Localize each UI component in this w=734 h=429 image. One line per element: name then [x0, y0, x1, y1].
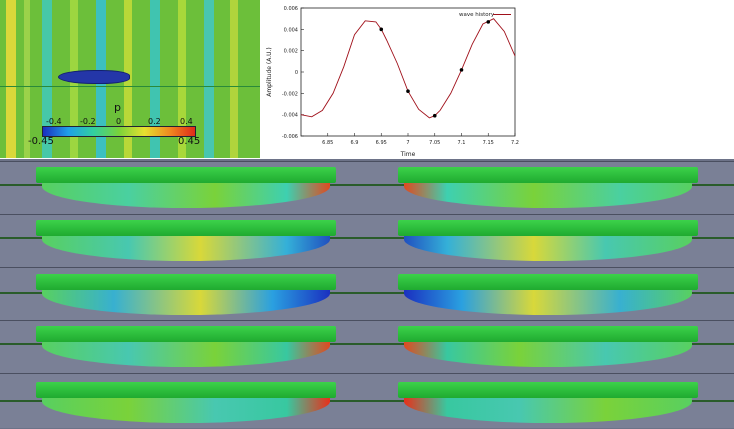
centerline	[0, 86, 260, 87]
plot-frame	[300, 7, 516, 137]
x-tick-label: 7.15	[483, 140, 494, 146]
y-tick-label: -0.004	[282, 113, 298, 119]
waterline	[0, 184, 734, 186]
hull-deck	[398, 167, 698, 183]
sample-point-marker	[406, 89, 410, 93]
field-band	[42, 0, 52, 158]
hull-deck	[36, 326, 336, 342]
hull-planform	[58, 70, 130, 84]
y-axis-label: Amplitude (A.U.)	[266, 47, 273, 97]
scale-tick: 0.4	[180, 117, 193, 126]
field-band	[204, 0, 214, 158]
hull-deck	[398, 274, 698, 290]
color-scale-bar	[42, 126, 196, 137]
field-band	[178, 0, 186, 158]
x-tick-label: 7.1	[458, 140, 466, 146]
field-band	[230, 0, 238, 158]
panel-row	[0, 373, 734, 428]
hull-side-right	[398, 220, 698, 264]
hull-side-right	[398, 326, 698, 370]
hull-side-left	[36, 274, 336, 318]
panel-row	[0, 214, 734, 267]
scale-tick: 0	[116, 117, 122, 126]
hull-pressure-surface	[404, 341, 692, 367]
hull-pressure-panels	[0, 159, 734, 429]
hull-pressure-surface	[404, 235, 692, 261]
hull-pressure-surface	[42, 182, 330, 208]
y-tick-label: 0	[295, 70, 298, 76]
panel-row	[0, 267, 734, 320]
y-tick-label: 0.002	[284, 49, 298, 55]
y-tick-label: 0.004	[284, 27, 298, 33]
hull-pressure-surface	[404, 182, 692, 208]
hull-side-right	[398, 274, 698, 318]
x-tick-label: 6.95	[376, 140, 387, 146]
x-tick-label: 6.9	[351, 140, 359, 146]
x-tick-label: 7	[406, 140, 409, 146]
hull-pressure-surface	[42, 235, 330, 261]
field-band	[150, 0, 160, 158]
sample-point-marker	[379, 27, 384, 32]
field-band	[6, 0, 16, 158]
x-tick-label: 6.85	[322, 140, 333, 146]
hull-pressure-surface	[42, 341, 330, 367]
hull-side-left	[36, 167, 336, 211]
sample-point-marker	[432, 113, 437, 118]
scale-min-label: -0.45	[28, 136, 54, 147]
hull-side-left	[36, 220, 336, 264]
y-tick-label: -0.006	[282, 134, 298, 140]
panel-row	[0, 161, 734, 214]
hull-pressure-surface	[42, 397, 330, 423]
hull-deck	[36, 274, 336, 290]
hull-deck	[36, 382, 336, 398]
scale-max-label: 0.45	[178, 136, 201, 147]
hull-deck	[398, 326, 698, 342]
scale-tick: -0.2	[80, 117, 96, 126]
hull-pressure-surface	[42, 289, 330, 315]
x-tick-label: 7.2	[511, 140, 519, 146]
pressure-field-view: p -0.4 -0.2 0 0.2 0.4 -0.45 0.45	[0, 0, 260, 158]
x-tick-label: 7.05	[429, 140, 440, 146]
y-tick-label: 0.006	[284, 6, 298, 12]
waterline	[0, 343, 734, 345]
waterline	[0, 292, 734, 294]
sample-point-marker	[459, 68, 464, 72]
hull-side-right	[398, 382, 698, 426]
hull-deck	[398, 220, 698, 236]
hull-pressure-surface	[404, 397, 692, 423]
hull-pressure-surface	[404, 289, 692, 315]
panel-row	[0, 320, 734, 373]
scale-tick: 0.2	[148, 117, 161, 126]
chart-svg: 0.006 0.004 0.002 0 -0.002 -0.004 -0.006 6.85 6…	[266, 6, 519, 158]
y-tick-label: -0.002	[282, 91, 298, 97]
hull-side-left	[36, 326, 336, 370]
hull-side-right	[398, 167, 698, 211]
field-band	[24, 0, 30, 158]
sample-point-marker	[486, 20, 491, 24]
legend: wave history	[459, 12, 511, 18]
hull-side-left	[36, 382, 336, 426]
waterline	[0, 400, 734, 402]
wave-history-chart: 0.006 0.004 0.002 0 -0.002 -0.004 -0.006 6.85 6…	[263, 0, 521, 158]
hull-deck	[398, 382, 698, 398]
waterline	[0, 237, 734, 239]
hull-deck	[36, 220, 336, 236]
scale-title: p	[114, 101, 121, 114]
legend-label: wave history	[459, 12, 495, 18]
hull-deck	[36, 167, 336, 183]
x-axis-label: Time	[400, 151, 416, 158]
scale-tick: -0.4	[46, 117, 62, 126]
